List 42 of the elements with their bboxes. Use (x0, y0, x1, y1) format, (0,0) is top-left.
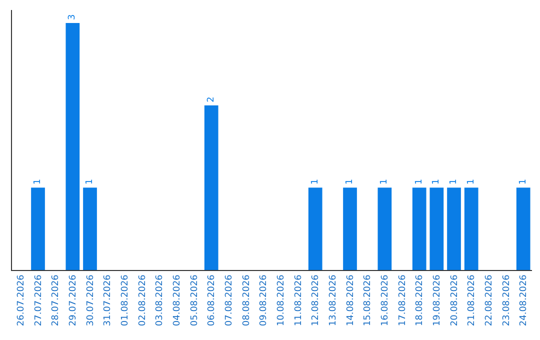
x-tick-label: 20.08.2026 (450, 274, 460, 326)
data-label: 1 (310, 178, 320, 185)
x-tick-label: 15.08.2026 (363, 274, 374, 326)
x-tick-label: 21.08.2026 (467, 274, 478, 326)
x-tick-label: 19.08.2026 (432, 274, 443, 326)
data-label: 1 (466, 178, 476, 185)
x-tick-label: 22.08.2026 (484, 274, 495, 326)
x-tick-label: 08.08.2026 (242, 274, 252, 326)
x-tick-label: 10.08.2026 (276, 274, 287, 326)
x-tick-label: 03.08.2026 (155, 274, 166, 326)
x-tick-label: 31.07.2026 (103, 274, 114, 326)
x-tick-label: 28.07.2026 (51, 274, 62, 326)
x-tick-label: 09.08.2026 (259, 274, 270, 326)
data-label: 1 (345, 178, 355, 185)
x-tick-label: 18.08.2026 (415, 274, 426, 326)
x-tick-label: 06.08.2026 (207, 274, 218, 326)
x-tick-label: 29.07.2026 (68, 274, 79, 326)
x-tick-label: 14.08.2026 (346, 274, 356, 326)
data-label: 1 (518, 178, 528, 185)
x-tick-label: 02.08.2026 (138, 274, 148, 326)
x-tick-label: 26.07.2026 (16, 274, 27, 326)
x-tick-label: 04.08.2026 (172, 274, 183, 326)
x-tick-label: 27.07.2026 (34, 274, 44, 326)
x-tick-label: 05.08.2026 (190, 274, 200, 326)
x-tick-label: 16.08.2026 (380, 274, 391, 326)
x-tick-label: 12.08.2026 (311, 274, 322, 326)
x-tick-label: 13.08.2026 (328, 274, 339, 326)
x-tick-label: 07.08.2026 (224, 274, 235, 326)
x-tick-label: 17.08.2026 (398, 274, 408, 326)
x-tick-label: 23.08.2026 (502, 274, 512, 326)
x-tick-label: 30.07.2026 (86, 274, 96, 326)
x-tick-label: 11.08.2026 (294, 274, 304, 326)
data-label: 2 (206, 96, 216, 102)
data-label: 1 (33, 178, 43, 185)
data-label: 1 (414, 178, 424, 185)
data-label: 3 (68, 14, 78, 20)
data-label: 1 (432, 178, 442, 185)
data-label: 1 (85, 178, 95, 185)
data-label: 1 (449, 178, 459, 185)
x-tick-label: 01.08.2026 (120, 274, 131, 326)
x-tick-label: 24.08.2026 (519, 274, 530, 326)
data-label: 1 (380, 178, 390, 185)
